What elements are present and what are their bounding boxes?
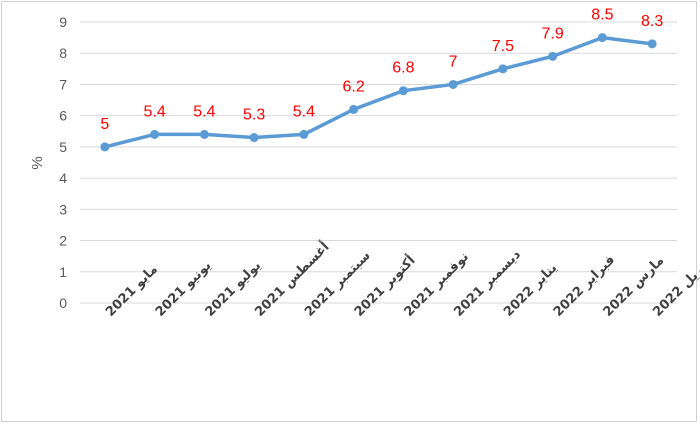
series (100, 33, 657, 152)
data-point (548, 51, 558, 61)
y-tick-label: 0 (59, 295, 67, 311)
data-label: 8.3 (641, 13, 663, 30)
series-line (103, 35, 654, 149)
y-tick-label: 2 (59, 233, 67, 249)
data-label: 5.4 (193, 103, 215, 120)
y-tick-label: 7 (59, 76, 67, 92)
data-label: 5.3 (243, 107, 265, 124)
data-point (299, 129, 309, 139)
y-tick-label: 3 (59, 201, 67, 217)
gridlines (80, 21, 677, 304)
y-tick-label: 6 (59, 108, 67, 124)
y-axis-title: % (29, 156, 46, 169)
data-point (100, 142, 110, 152)
data-point (448, 79, 458, 89)
data-point (597, 33, 607, 43)
data-point (150, 129, 160, 139)
data-labels: 5 5.4 5.4 5.3 5.4 6.2 6.8 7 7.5 7.9 8.5 8.3 (100, 7, 663, 133)
data-point (349, 104, 359, 114)
data-label: 5.4 (144, 103, 166, 120)
data-point (498, 64, 508, 74)
y-tick-label: 9 (59, 14, 67, 30)
data-label: 5.4 (293, 103, 315, 120)
data-point (398, 86, 408, 96)
data-label: 7 (449, 53, 458, 70)
data-point (249, 133, 259, 143)
y-axis-tick-labels: 0 1 2 3 4 5 6 7 8 9 (59, 14, 67, 311)
data-label: 5 (100, 116, 109, 133)
data-point (647, 39, 657, 49)
data-label: 6.8 (392, 60, 414, 77)
y-tick-label: 5 (59, 139, 67, 155)
y-tick-label: 8 (59, 45, 67, 61)
data-label: 6.2 (343, 78, 365, 95)
x-category-label: مايو 2021 (103, 262, 161, 320)
y-tick-label: 1 (59, 264, 67, 280)
data-label: 8.5 (591, 7, 613, 24)
y-tick-label: 4 (59, 170, 67, 186)
data-label: 7.9 (542, 25, 564, 42)
data-point (199, 129, 209, 139)
data-label: 7.5 (492, 38, 514, 55)
